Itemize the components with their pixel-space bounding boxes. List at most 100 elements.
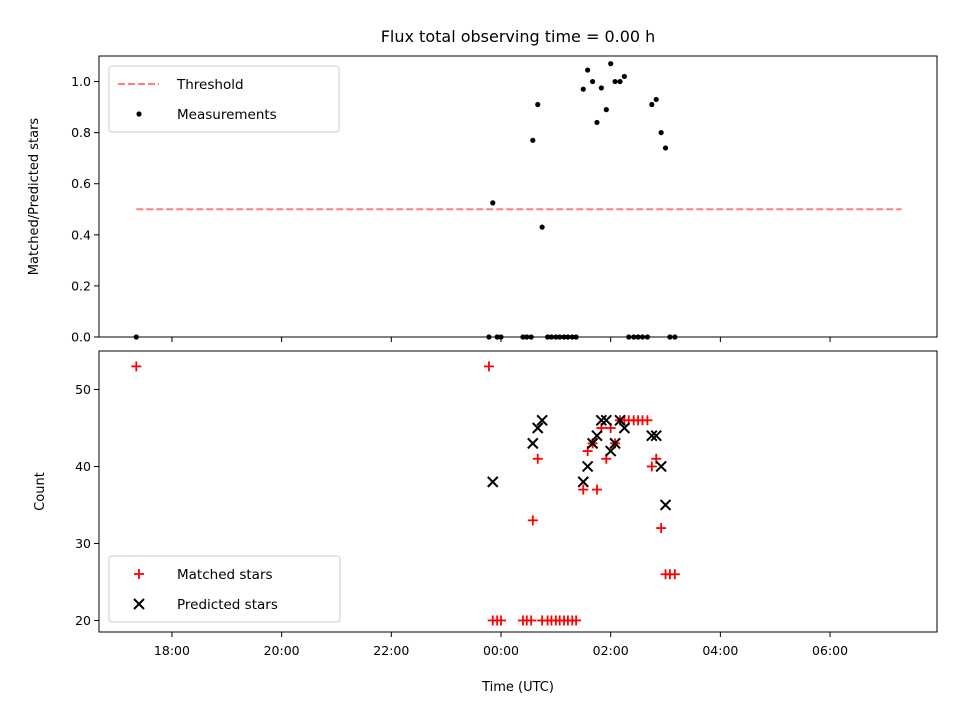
predicted-stars-point-d2 — [618, 422, 631, 434]
measurements-point — [535, 101, 541, 108]
measurements-point — [594, 119, 600, 126]
measurements-point — [585, 67, 591, 73]
predicted-stars-point — [618, 422, 631, 434]
legend: Matched stars Predicted stars — [108, 555, 341, 623]
predicted-stars-point-d2 — [655, 460, 667, 473]
y-tick-label: 50 — [75, 382, 91, 397]
legend-label: Matched stars — [177, 567, 273, 583]
measurements-point — [621, 73, 627, 80]
measurements-point — [603, 107, 609, 113]
y-axis-label: Matched/Predicted stars — [27, 118, 42, 276]
predicted-stars-point — [600, 414, 613, 426]
matched-stars-point — [591, 484, 602, 495]
legend-label: Predicted stars — [177, 597, 278, 613]
predicted-stars-point-d2 — [600, 414, 613, 426]
measurements-point — [490, 200, 496, 206]
plot-frame — [98, 350, 938, 633]
legend-box — [108, 65, 340, 133]
y-tick-label: 0.8 — [71, 125, 91, 140]
predicted-stars-point-d2 — [536, 414, 548, 426]
y-axis-label: Count — [33, 472, 48, 511]
legend-box — [108, 555, 341, 623]
predicted-stars-point — [527, 437, 539, 450]
measurements-point — [653, 96, 659, 103]
predicted-stars-point — [581, 460, 594, 473]
matched-stars-point — [527, 515, 538, 526]
x-tick-label: 20:00 — [264, 643, 300, 658]
predicted-stars-point — [536, 414, 548, 426]
legend-label: Threshold — [176, 77, 244, 93]
matched-stars-point — [642, 415, 653, 426]
legend-swatch — [136, 111, 142, 117]
measurements-point — [617, 78, 623, 85]
legend-swatch — [133, 598, 145, 610]
x-tick-label: 02:00 — [593, 643, 629, 658]
y-tick-label: 20 — [75, 613, 91, 628]
measurements-point — [539, 224, 545, 230]
predicted-stars-point-d2 — [595, 414, 608, 426]
predicted-stars-point-d2 — [650, 429, 662, 442]
measurements-point — [658, 130, 664, 136]
y-tick-label: 1.0 — [71, 74, 91, 89]
predicted-stars-point-d2 — [609, 437, 621, 450]
matched-stars-point — [578, 484, 589, 495]
matched-stars-point — [571, 615, 582, 626]
y-tick-label: 30 — [75, 536, 91, 551]
predicted-stars-point-d2 — [586, 437, 599, 450]
measurements-point — [649, 101, 655, 108]
top-panel: Flux total observing time = 0.00 h 0.0 0.2… — [27, 27, 938, 345]
measurements-point — [612, 78, 618, 85]
predicted-stars-point-d2 — [532, 422, 544, 434]
legend-swatch-d2 — [133, 598, 145, 610]
predicted-stars-point — [591, 429, 603, 442]
predicted-stars-point-d2 — [604, 445, 617, 457]
matched-stars-point — [532, 453, 543, 464]
predicted-stars-point — [532, 422, 544, 434]
measurements-point — [589, 78, 596, 85]
predicted-stars-point — [487, 476, 499, 488]
predicted-stars-point — [586, 437, 599, 450]
measurements-point — [530, 137, 536, 143]
matched-stars-point — [483, 361, 494, 372]
predicted-stars-point — [659, 499, 672, 511]
predicted-stars-point-d2 — [527, 437, 539, 450]
measurements-point — [598, 85, 604, 91]
predicted-stars-point-d2 — [614, 414, 626, 426]
measurements-point — [580, 86, 586, 92]
predicted-stars-point-d2 — [577, 476, 589, 488]
x-tick-label: 18:00 — [154, 643, 190, 658]
measurements-point — [608, 61, 614, 67]
legend-swatch — [134, 569, 144, 579]
x-tick-label: 00:00 — [483, 643, 519, 658]
plot-area — [131, 361, 680, 626]
y-tick-label: 0.4 — [71, 227, 91, 242]
x-tick-label: 06:00 — [812, 643, 848, 658]
predicted-stars-point — [577, 476, 589, 488]
matched-stars-point — [656, 523, 667, 534]
y-tick-label: 0.6 — [71, 176, 91, 191]
y-tick-label: 0.0 — [71, 330, 91, 345]
chart-title: Flux total observing time = 0.00 h — [381, 27, 656, 46]
matched-stars-point — [669, 569, 680, 580]
predicted-stars-point-d2 — [659, 499, 672, 511]
predicted-stars-point-d2 — [487, 476, 499, 488]
bottom-panel: 20 30 40 50 Count 18:00 20:00 22:00 00:00 02:00 04… — [33, 350, 938, 695]
predicted-stars-point — [595, 414, 608, 426]
measurements-point — [662, 145, 669, 151]
legend-label: Measurements — [177, 107, 277, 123]
plot-area — [133, 61, 902, 340]
predicted-stars-point-d2 — [581, 460, 594, 473]
matched-stars-point — [131, 361, 142, 372]
y-tick-label: 0.2 — [71, 278, 91, 293]
plot-frame — [98, 55, 938, 338]
predicted-stars-point — [650, 429, 662, 442]
predicted-stars-point — [655, 460, 667, 473]
y-tick-label: 40 — [75, 459, 91, 474]
x-tick-label: 04:00 — [702, 643, 738, 658]
x-tick-label: 22:00 — [373, 643, 409, 658]
predicted-stars-point — [614, 414, 626, 426]
predicted-stars-point — [646, 429, 658, 442]
predicted-stars-point — [604, 445, 617, 457]
predicted-stars-point-d2 — [646, 429, 658, 442]
